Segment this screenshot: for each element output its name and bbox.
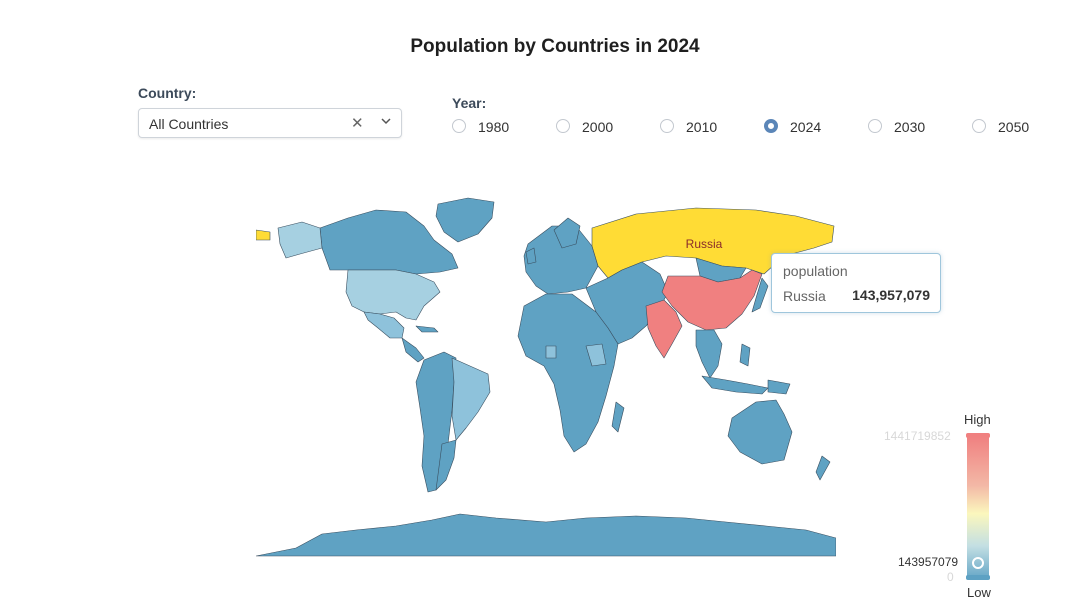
country-south-america-west — [415, 351, 457, 493]
country-antarctica — [255, 513, 837, 557]
world-map-svg: Russia — [255, 197, 837, 557]
visual-map-top-handle[interactable] — [966, 433, 990, 438]
country-greenland — [435, 197, 495, 243]
visual-map-bottom-handle[interactable] — [966, 575, 990, 580]
radio-circle[interactable] — [660, 119, 674, 133]
year-option-label: 2030 — [894, 119, 926, 135]
country-select-value: All Countries — [149, 116, 229, 132]
country-select[interactable]: All Countries ✕ — [138, 108, 402, 138]
country-madagascar — [611, 401, 625, 433]
country-philippines — [739, 343, 751, 367]
map-tooltip: population Russia 143,957,079 — [771, 253, 941, 313]
country-india — [645, 299, 683, 359]
year-radio-group: 1980 2000 2010 2024 2030 2050 — [452, 118, 1052, 138]
year-option-label: 2050 — [998, 119, 1030, 135]
country-alaska — [277, 221, 323, 259]
visual-map-current-value: 143957079 — [898, 555, 959, 569]
country-usa — [345, 269, 441, 321]
year-option-label: 1980 — [478, 119, 510, 135]
tooltip-title: population — [783, 263, 848, 279]
world-map[interactable]: Russia — [255, 196, 837, 558]
country-new-guinea — [767, 379, 791, 395]
page-title: Population by Countries in 2024 — [410, 36, 700, 57]
country-australia — [727, 399, 793, 465]
visual-map-min-value: 0 — [947, 570, 954, 584]
visual-map-gradient-bar[interactable] — [967, 436, 989, 577]
country-new-zealand — [815, 455, 831, 481]
country-argentina — [435, 439, 457, 491]
visual-map-indicator — [972, 557, 984, 569]
country-cuba — [415, 325, 439, 333]
year-option-label: 2024 — [790, 119, 822, 135]
country-alaska-west — [255, 229, 271, 241]
country-canada — [319, 209, 459, 275]
radio-circle[interactable] — [452, 119, 466, 133]
visual-map-high-label: High — [964, 412, 991, 427]
visual-map-low-label: Low — [967, 585, 991, 600]
radio-circle[interactable] — [868, 119, 882, 133]
year-filter-label: Year: — [452, 95, 487, 111]
country-mexico — [363, 311, 405, 339]
country-southeast-asia — [695, 329, 723, 379]
country-china — [661, 269, 763, 331]
radio-circle[interactable] — [556, 119, 570, 133]
map-highlight-label: Russia — [686, 237, 723, 251]
visual-map-max-value: 1441719852 — [884, 429, 951, 443]
radio-circle[interactable] — [972, 119, 986, 133]
country-uk — [525, 247, 537, 265]
country-sahel — [545, 345, 557, 359]
country-central-america — [401, 337, 425, 363]
tooltip-country-name: Russia — [783, 288, 826, 304]
country-scandinavia — [553, 217, 581, 249]
country-africa — [517, 293, 619, 453]
tooltip-value: 143,957,079 — [852, 287, 930, 303]
country-east-africa — [585, 343, 607, 367]
country-indonesia — [701, 375, 769, 395]
country-japan — [751, 277, 769, 313]
year-option-label: 2000 — [582, 119, 614, 135]
chevron-down-icon[interactable] — [379, 114, 393, 128]
year-option-label: 2010 — [686, 119, 718, 135]
radio-circle[interactable] — [764, 119, 778, 133]
close-icon[interactable]: ✕ — [351, 115, 364, 132]
country-filter-label: Country: — [138, 85, 197, 101]
country-brazil — [451, 357, 491, 441]
